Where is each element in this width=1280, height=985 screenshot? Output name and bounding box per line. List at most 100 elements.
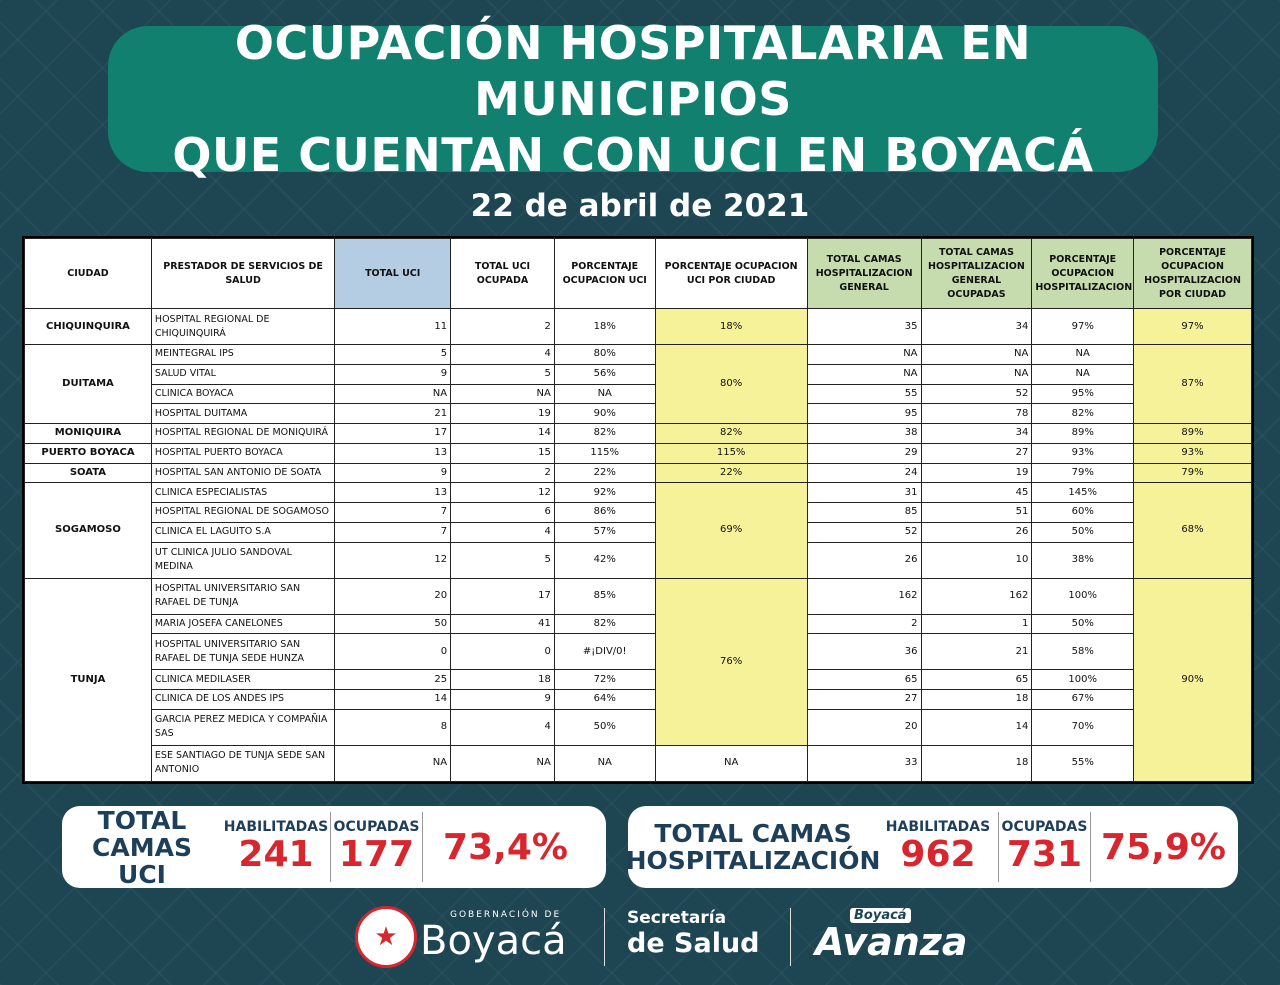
uci-ocupada-cell: 4	[450, 521, 555, 543]
pct-hosp-cell: 50%	[1031, 521, 1135, 543]
pct-hosp-city-cell: 93%	[1133, 442, 1252, 464]
pct-hosp-cell: 100%	[1031, 669, 1135, 691]
summary-uci-label: TOTAL CAMAS UCI	[92, 805, 192, 889]
pct-uci-cell: 90%	[553, 403, 656, 425]
pct-hosp-cell: 79%	[1031, 462, 1135, 484]
pct-hosp-cell: 50%	[1031, 613, 1135, 635]
table-row: CLINICA DE LOS ANDES IPS 14 9 64% 27 18 67%	[25, 689, 1252, 710]
pct-hosp-city-cell: 90%	[1133, 577, 1252, 783]
total-uci-cell: 20	[334, 577, 452, 615]
header-pct-hosp-ciudad: PORCENTAJE OCUPACION HOSPITALIZACION POR…	[1133, 238, 1252, 309]
uci-ocupada-cell: NA	[450, 744, 555, 783]
camas-general-cell: 162	[806, 577, 922, 615]
camas-general-cell: 65	[806, 669, 922, 691]
provider-cell: HOSPITAL SAN ANTONIO DE SOATA	[150, 462, 336, 484]
camas-ocupadas-cell: 51	[920, 502, 1033, 523]
camas-general-cell: 35	[806, 307, 922, 346]
title-line-1: OCUPACIÓN HOSPITALARIA EN MUNICIPIOS	[234, 16, 1032, 126]
provider-cell: HOSPITAL DUITAMA	[150, 403, 336, 425]
boyaca-wordmark: Boyacá	[420, 918, 567, 964]
table-row: DUITAMA MEINTEGRAL IPS 5 4 80% 80% NA NA NA 87%	[24, 344, 1252, 425]
pct-uci-cell: 50%	[553, 708, 656, 746]
table-row: SOGAMOSO CLINICA ESPECIALISTAS 13 12 92% 69% 3…	[24, 482, 1252, 579]
pct-uci-cell: 18%	[553, 307, 656, 346]
uci-ocupada-cell: 41	[450, 613, 555, 635]
total-uci-cell: 9	[334, 462, 452, 484]
header-ciudad: CIUDAD	[24, 238, 152, 309]
pct-uci-city-cell: 69%	[654, 482, 808, 579]
table-row: TUNJA HOSPITAL UNIVERSITARIO SAN RAFAEL D…	[24, 577, 1252, 783]
pct-uci-cell: 42%	[553, 541, 656, 579]
table-row: UT CLINICA JULIO SANDOVAL MEDINA 12 5 42% 26…	[25, 541, 1252, 579]
provider-cell: HOSPITAL UNIVERSITARIO SAN RAFAEL DE TUN…	[150, 633, 336, 671]
occupancy-table: CIUDAD PRESTADOR DE SERVICIOS DE SALUD T…	[22, 236, 1254, 784]
uci-ocupada-cell: 19	[450, 403, 555, 425]
camas-general-cell: 27	[806, 689, 922, 710]
header-total-uci: TOTAL UCI	[334, 238, 452, 309]
pct-uci-cell: 85%	[553, 577, 656, 615]
total-uci-cell: 7	[334, 502, 452, 523]
camas-ocupadas-cell: 18	[920, 744, 1033, 783]
uci-ocupada-cell: 18	[450, 669, 555, 691]
camas-ocupadas-cell: 45	[920, 482, 1033, 504]
camas-ocupadas-cell: 34	[920, 307, 1033, 346]
uci-ocupada-cell: 9	[450, 689, 555, 710]
camas-general-cell: 95	[806, 403, 922, 425]
table-row: CHIQUINQUIRA HOSPITAL REGIONAL DE CHIQUIN…	[24, 307, 1252, 346]
total-uci-cell: 13	[334, 442, 452, 464]
city-cell: PUERTO BOYACA	[24, 442, 152, 464]
camas-ocupadas-cell: 21	[920, 633, 1033, 671]
footer-logos: ★ GOBERNACIÓN DE Boyacá Secretaría de Sa…	[0, 900, 1280, 975]
table-row: HOSPITAL UNIVERSITARIO SAN RAFAEL DE TUN…	[25, 633, 1252, 671]
header-pct-hosp: PORCENTAJE OCUPACION HOSPITALIZACION	[1031, 238, 1135, 309]
total-uci-cell: 14	[334, 689, 452, 710]
table-row: GARCIA PEREZ MEDICA Y COMPAÑIA SAS 8 4 50% 2…	[25, 708, 1252, 746]
pct-uci-cell: 92%	[553, 482, 656, 504]
camas-general-cell: 2	[806, 613, 922, 635]
table-row: MARIA JOSEFA CANELONES 50 41 82% 2 1 50%	[25, 613, 1252, 635]
camas-ocupadas-cell: 19	[920, 462, 1033, 484]
table-row: SALUD VITAL 9 5 56% NA NA NA	[25, 363, 1252, 385]
pct-hosp-city-cell: 89%	[1133, 423, 1252, 444]
pct-uci-cell: 115%	[553, 442, 656, 464]
pct-uci-cell: 86%	[553, 502, 656, 523]
camas-general-cell: NA	[806, 344, 922, 365]
pct-hosp-city-cell: 68%	[1133, 482, 1252, 579]
camas-general-cell: 55	[806, 383, 922, 405]
avanza-wordmark: Avanza	[815, 920, 968, 964]
city-cell: TUNJA	[24, 577, 152, 783]
pct-uci-cell: 64%	[553, 689, 656, 710]
total-uci-cell: NA	[334, 383, 452, 405]
city-cell: DUITAMA	[24, 344, 152, 425]
pct-uci-city-cell: 18%	[654, 307, 808, 346]
pct-hosp-cell: NA	[1031, 344, 1135, 365]
camas-general-cell: 29	[806, 442, 922, 464]
camas-ocupadas-cell: NA	[920, 344, 1033, 365]
boyaca-avanza-badge: Boyacá	[850, 908, 911, 923]
camas-general-cell: 52	[806, 521, 922, 543]
total-uci-cell: 25	[334, 669, 452, 691]
pct-uci-cell: 22%	[553, 462, 656, 484]
pct-uci-cell: #¡DIV/0!	[553, 633, 656, 671]
total-uci-cell: 21	[334, 403, 452, 425]
total-uci-cell: 8	[334, 708, 452, 746]
pct-uci-cell: 72%	[553, 669, 656, 691]
table-row: HOSPITAL REGIONAL DE SOGAMOSO 7 6 86% 85 51 60…	[25, 502, 1252, 523]
camas-general-cell: 36	[806, 633, 922, 671]
table-row: CLINICA BOYACA NA NA NA 55 52 95%	[25, 383, 1252, 405]
pct-hosp-cell: 55%	[1031, 744, 1135, 783]
uci-ocupada-cell: 4	[450, 344, 555, 365]
provider-cell: ESE SANTIAGO DE TUNJA SEDE SAN ANTONIO	[150, 744, 336, 783]
table-row: SOATA HOSPITAL SAN ANTONIO DE SOATA 9 2 22% 2…	[24, 462, 1252, 484]
summary-uci-habilitadas: HABILITADAS 241	[223, 819, 329, 875]
summary-hosp-ocupadas: OCUPADAS 731	[998, 812, 1090, 882]
total-uci-cell: 5	[334, 344, 452, 365]
table-row: HOSPITAL DUITAMA 21 19 90% 95 78 82%	[25, 403, 1252, 425]
header-pct-uci: PORCENTAJE OCUPACION UCI	[553, 238, 656, 309]
table-header-row: CIUDAD PRESTADOR DE SERVICIOS DE SALUD T…	[24, 238, 1252, 309]
total-uci-cell: 17	[334, 423, 452, 444]
boyaca-seal-icon: ★	[355, 906, 417, 968]
uci-ocupada-cell: 6	[450, 502, 555, 523]
camas-ocupadas-cell: 18	[920, 689, 1033, 710]
camas-ocupadas-cell: 65	[920, 669, 1033, 691]
